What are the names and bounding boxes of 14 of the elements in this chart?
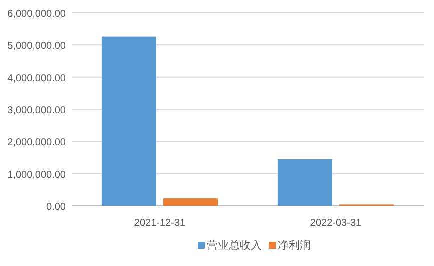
bar: [278, 159, 332, 206]
legend-label: 净利润: [278, 239, 311, 252]
bar: [102, 36, 156, 206]
y-tick-label: 1,000,000.00: [8, 170, 66, 181]
legend-label: 营业总收入: [207, 239, 262, 252]
bar: [164, 198, 218, 206]
y-tick-label: 3,000,000.00: [8, 106, 66, 116]
y-tick-label: 0.00: [46, 202, 66, 213]
y-tick-label: 2,000,000.00: [8, 138, 66, 149]
x-tick-label: 2021-12-31: [134, 218, 186, 229]
x-tick-label: 2022-03-31: [310, 218, 362, 229]
y-tick-label: 6,000,000.00: [8, 9, 66, 20]
y-tick-label: 5,000,000.00: [8, 41, 66, 52]
y-tick-label: 4,000,000.00: [8, 73, 66, 84]
